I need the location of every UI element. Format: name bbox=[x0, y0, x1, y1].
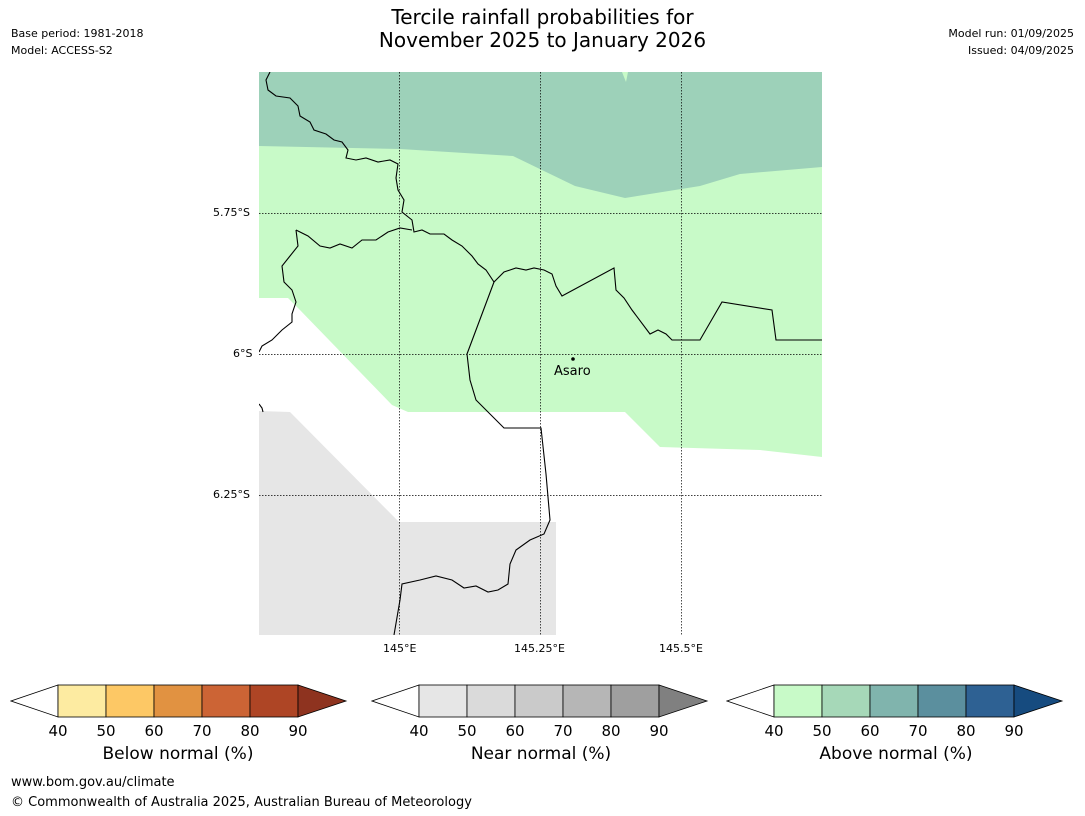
colorbar-tick-label: 50 bbox=[812, 722, 832, 740]
lon-label-145: 145°E bbox=[383, 642, 417, 655]
map-title: Tercile rainfall probabilities for Novem… bbox=[0, 6, 1085, 52]
footer-url: www.bom.gov.au/climate bbox=[11, 775, 175, 790]
title-line-1: Tercile rainfall probabilities for bbox=[391, 5, 694, 29]
colorbar-segment bbox=[610, 684, 660, 718]
colorbar-tick-label: 80 bbox=[956, 722, 976, 740]
near-normal-colorbar bbox=[370, 684, 709, 718]
near-normal-ticks: 40 50 60 70 80 90 bbox=[371, 722, 711, 744]
colorbar-tick-label: 80 bbox=[240, 722, 260, 740]
province-boundaries bbox=[259, 72, 822, 635]
colorbar-under-arrow bbox=[370, 684, 420, 718]
colorbar-tick-label: 70 bbox=[192, 722, 212, 740]
model-name: Model: ACCESS-S2 bbox=[11, 44, 113, 57]
colorbar-tick-label: 90 bbox=[649, 722, 669, 740]
lat-label-6: 6°S bbox=[233, 347, 253, 360]
legend-near-normal: 40 50 60 70 80 90 Near normal (%) bbox=[370, 684, 711, 764]
colorbar-tick-label: 90 bbox=[1004, 722, 1024, 740]
above-normal-title: Above normal (%) bbox=[819, 744, 973, 764]
colorbar-segment bbox=[917, 684, 967, 718]
colorbar-over-arrow bbox=[1013, 684, 1064, 718]
colorbar-tick-label: 40 bbox=[409, 722, 429, 740]
left-metadata: Base period: 1981-2018 Model: ACCESS-S2 bbox=[11, 25, 143, 59]
legend-above-normal: 40 50 60 70 80 90 Above normal (%) bbox=[725, 684, 1066, 764]
below-normal-title: Below normal (%) bbox=[102, 744, 254, 764]
right-metadata: Model run: 01/09/2025 Issued: 04/09/2025 bbox=[948, 25, 1074, 59]
above-normal-ticks: 40 50 60 70 80 90 bbox=[726, 722, 1066, 744]
colorbar-tick-label: 60 bbox=[860, 722, 880, 740]
colorbar-segment bbox=[201, 684, 251, 718]
colorbar-over-arrow bbox=[297, 684, 348, 718]
colorbar-segment bbox=[57, 684, 107, 718]
colorbar-segment bbox=[466, 684, 516, 718]
colorbar-under-arrow bbox=[725, 684, 775, 718]
colorbar-tick-label: 40 bbox=[764, 722, 784, 740]
near-normal-title: Near normal (%) bbox=[470, 744, 612, 764]
legend-below-normal: 40 50 60 70 80 90 Below normal (%) bbox=[9, 684, 350, 764]
base-period: Base period: 1981-2018 bbox=[11, 27, 144, 40]
lat-label-6-25: 6.25°S bbox=[213, 488, 250, 501]
colorbar-segment bbox=[105, 684, 155, 718]
colorbar-under-arrow bbox=[9, 684, 59, 718]
colorbar-tick-label: 80 bbox=[601, 722, 621, 740]
colorbar-tick-label: 90 bbox=[288, 722, 308, 740]
colorbar-segment bbox=[562, 684, 612, 718]
colorbar-tick-label: 60 bbox=[144, 722, 164, 740]
colorbar-segment bbox=[869, 684, 919, 718]
colorbar-tick-label: 70 bbox=[553, 722, 573, 740]
issued-date: Issued: 04/09/2025 bbox=[967, 44, 1074, 57]
title-line-2: November 2025 to January 2026 bbox=[378, 28, 707, 52]
colorbar-segment bbox=[514, 684, 564, 718]
colorbar-segment bbox=[773, 684, 823, 718]
colorbar-tick-label: 50 bbox=[457, 722, 477, 740]
below-normal-ticks: 40 50 60 70 80 90 bbox=[10, 722, 350, 744]
near-normal-40-50-region bbox=[259, 411, 556, 635]
colorbar-tick-label: 50 bbox=[96, 722, 116, 740]
asaro-marker bbox=[571, 357, 575, 361]
lon-label-145-25: 145.25°E bbox=[514, 642, 565, 655]
colorbar-segment bbox=[821, 684, 871, 718]
colorbar-tick-label: 40 bbox=[48, 722, 68, 740]
place-label-asaro: Asaro bbox=[554, 364, 591, 379]
colorbar-segment bbox=[249, 684, 299, 718]
colorbar-segment bbox=[153, 684, 203, 718]
colorbar-over-arrow bbox=[658, 684, 709, 718]
above-normal-colorbar bbox=[725, 684, 1064, 718]
colorbar-segment bbox=[418, 684, 468, 718]
model-run: Model run: 01/09/2025 bbox=[948, 27, 1074, 40]
footer-copyright: © Commonwealth of Australia 2025, Austra… bbox=[11, 795, 472, 810]
colorbar-segment bbox=[965, 684, 1015, 718]
lat-label-5-75: 5.75°S bbox=[213, 206, 250, 219]
colorbar-tick-label: 60 bbox=[505, 722, 525, 740]
lon-label-145-5: 145.5°E bbox=[659, 642, 703, 655]
below-normal-colorbar bbox=[9, 684, 348, 718]
colorbar-tick-label: 70 bbox=[908, 722, 928, 740]
